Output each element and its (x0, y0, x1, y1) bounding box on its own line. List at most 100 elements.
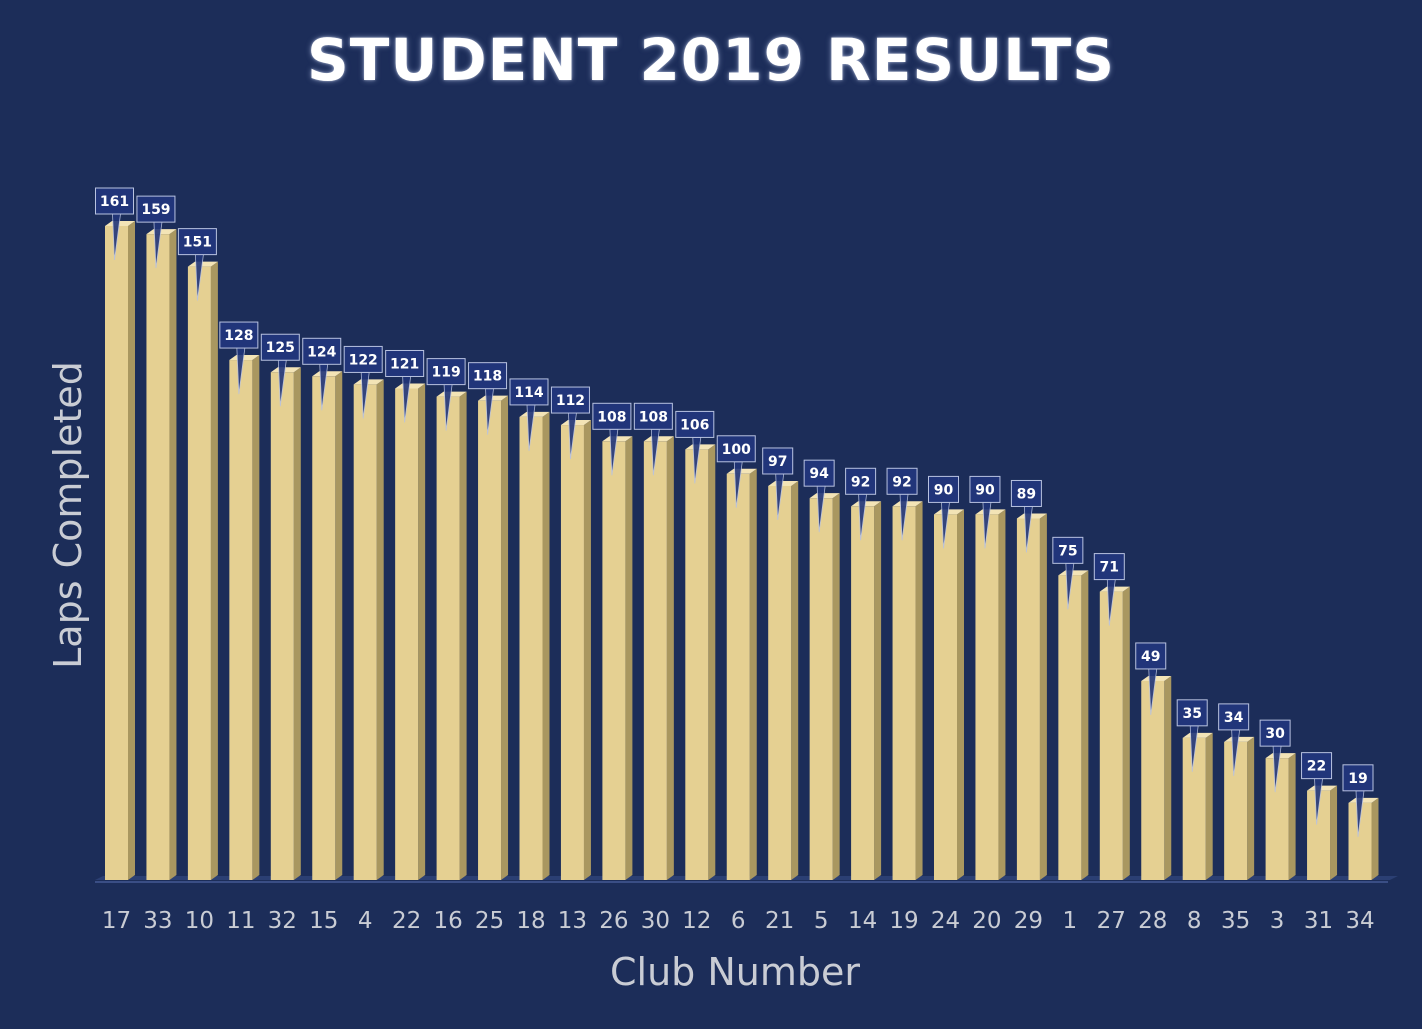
data-label: 49 (1135, 642, 1167, 716)
bar (1224, 741, 1248, 880)
bar-side (1039, 513, 1047, 880)
bar-side (376, 379, 384, 880)
x-tick-label: 15 (309, 908, 338, 934)
bar-group (395, 383, 426, 880)
bar-side (957, 509, 964, 880)
data-label-box (385, 349, 425, 377)
data-label-box (302, 337, 342, 365)
bar-group (1058, 570, 1089, 880)
bar-side (666, 436, 674, 880)
bar-group (975, 509, 1006, 880)
data-label-box (550, 386, 590, 414)
data-label-box (1218, 703, 1250, 731)
data-label: 90 (969, 475, 1001, 549)
bar-group (851, 501, 882, 880)
data-label: 94 (803, 459, 835, 533)
bar-group (768, 480, 799, 880)
bar (892, 506, 916, 880)
data-label: 92 (886, 467, 918, 541)
x-tick-label: 17 (102, 908, 131, 934)
bar-group (105, 221, 135, 880)
bar-group (726, 468, 757, 880)
data-label: 90 (928, 475, 959, 549)
bar (1265, 758, 1289, 880)
x-tick-label: 30 (641, 908, 670, 934)
bar (1141, 680, 1165, 880)
data-label: 92 (845, 467, 877, 541)
x-tick-label: 26 (599, 908, 628, 934)
data-label: 114 (509, 378, 549, 451)
data-label-box (1093, 553, 1125, 581)
bar-group (934, 509, 964, 880)
data-label-text: 119 (431, 365, 460, 381)
data-label: 34 (1218, 703, 1250, 776)
data-label: 151 (177, 228, 217, 301)
data-label: 30 (1259, 719, 1291, 793)
x-tick-label: 21 (765, 908, 794, 934)
bar-side (625, 436, 633, 880)
bar (1182, 737, 1206, 880)
bar (1348, 802, 1372, 880)
data-label-box (260, 333, 300, 361)
bar (1099, 591, 1123, 880)
bar-side (501, 395, 509, 880)
bar-group (229, 355, 260, 880)
data-label-text: 112 (556, 393, 585, 409)
data-label-box (177, 228, 217, 256)
bar-side (335, 371, 343, 880)
bar-group (519, 411, 550, 880)
data-label-box (633, 402, 673, 430)
x-tick-label: 28 (1138, 908, 1167, 934)
bar-side (1247, 736, 1255, 880)
data-label-text: 122 (349, 352, 378, 368)
data-label-text: 92 (892, 474, 911, 490)
x-tick-label: 19 (889, 908, 918, 934)
data-label-text: 114 (514, 385, 543, 401)
x-tick-label: 35 (1221, 908, 1250, 934)
x-tick-label: 13 (558, 908, 587, 934)
bar (1016, 518, 1040, 880)
x-tick-label: 22 (392, 908, 421, 934)
bar (312, 376, 336, 880)
x-tick-label: 31 (1304, 908, 1333, 934)
bar-side (1371, 797, 1379, 880)
x-tick-label: 18 (516, 908, 545, 934)
data-label-box (219, 321, 259, 349)
data-label-text: 108 (597, 409, 626, 425)
bar (643, 441, 667, 880)
bar (768, 485, 792, 880)
bar (105, 226, 128, 880)
data-label-text: 97 (768, 454, 787, 470)
data-label-box (1010, 479, 1042, 507)
bar-group (478, 395, 509, 880)
bar-side (1081, 570, 1089, 880)
data-label-text: 94 (809, 466, 829, 482)
data-label-box (1135, 642, 1167, 670)
x-tick-label: 27 (1097, 908, 1126, 934)
data-label-box (716, 435, 756, 463)
data-label: 22 (1301, 752, 1333, 825)
x-tick-label: 33 (143, 908, 172, 934)
bar-side (749, 468, 757, 880)
bar-group (312, 371, 343, 880)
data-label-text: 22 (1307, 759, 1326, 775)
bar-group (685, 444, 716, 880)
bar-side (542, 411, 550, 880)
data-label-box (1052, 536, 1084, 564)
bar-group (187, 261, 218, 881)
bar-side (1330, 785, 1338, 880)
data-label: 89 (1010, 479, 1042, 553)
data-label-box (928, 475, 959, 503)
data-label: 124 (302, 337, 342, 411)
data-label-box (675, 410, 715, 438)
bar-group (560, 420, 591, 880)
bar (726, 473, 750, 880)
bar (685, 449, 709, 880)
x-tick-label: 8 (1187, 908, 1202, 934)
data-label: 97 (762, 447, 794, 521)
data-label-text: 90 (975, 482, 995, 498)
data-label: 121 (385, 349, 425, 423)
bar (975, 514, 999, 880)
bar (809, 498, 833, 880)
